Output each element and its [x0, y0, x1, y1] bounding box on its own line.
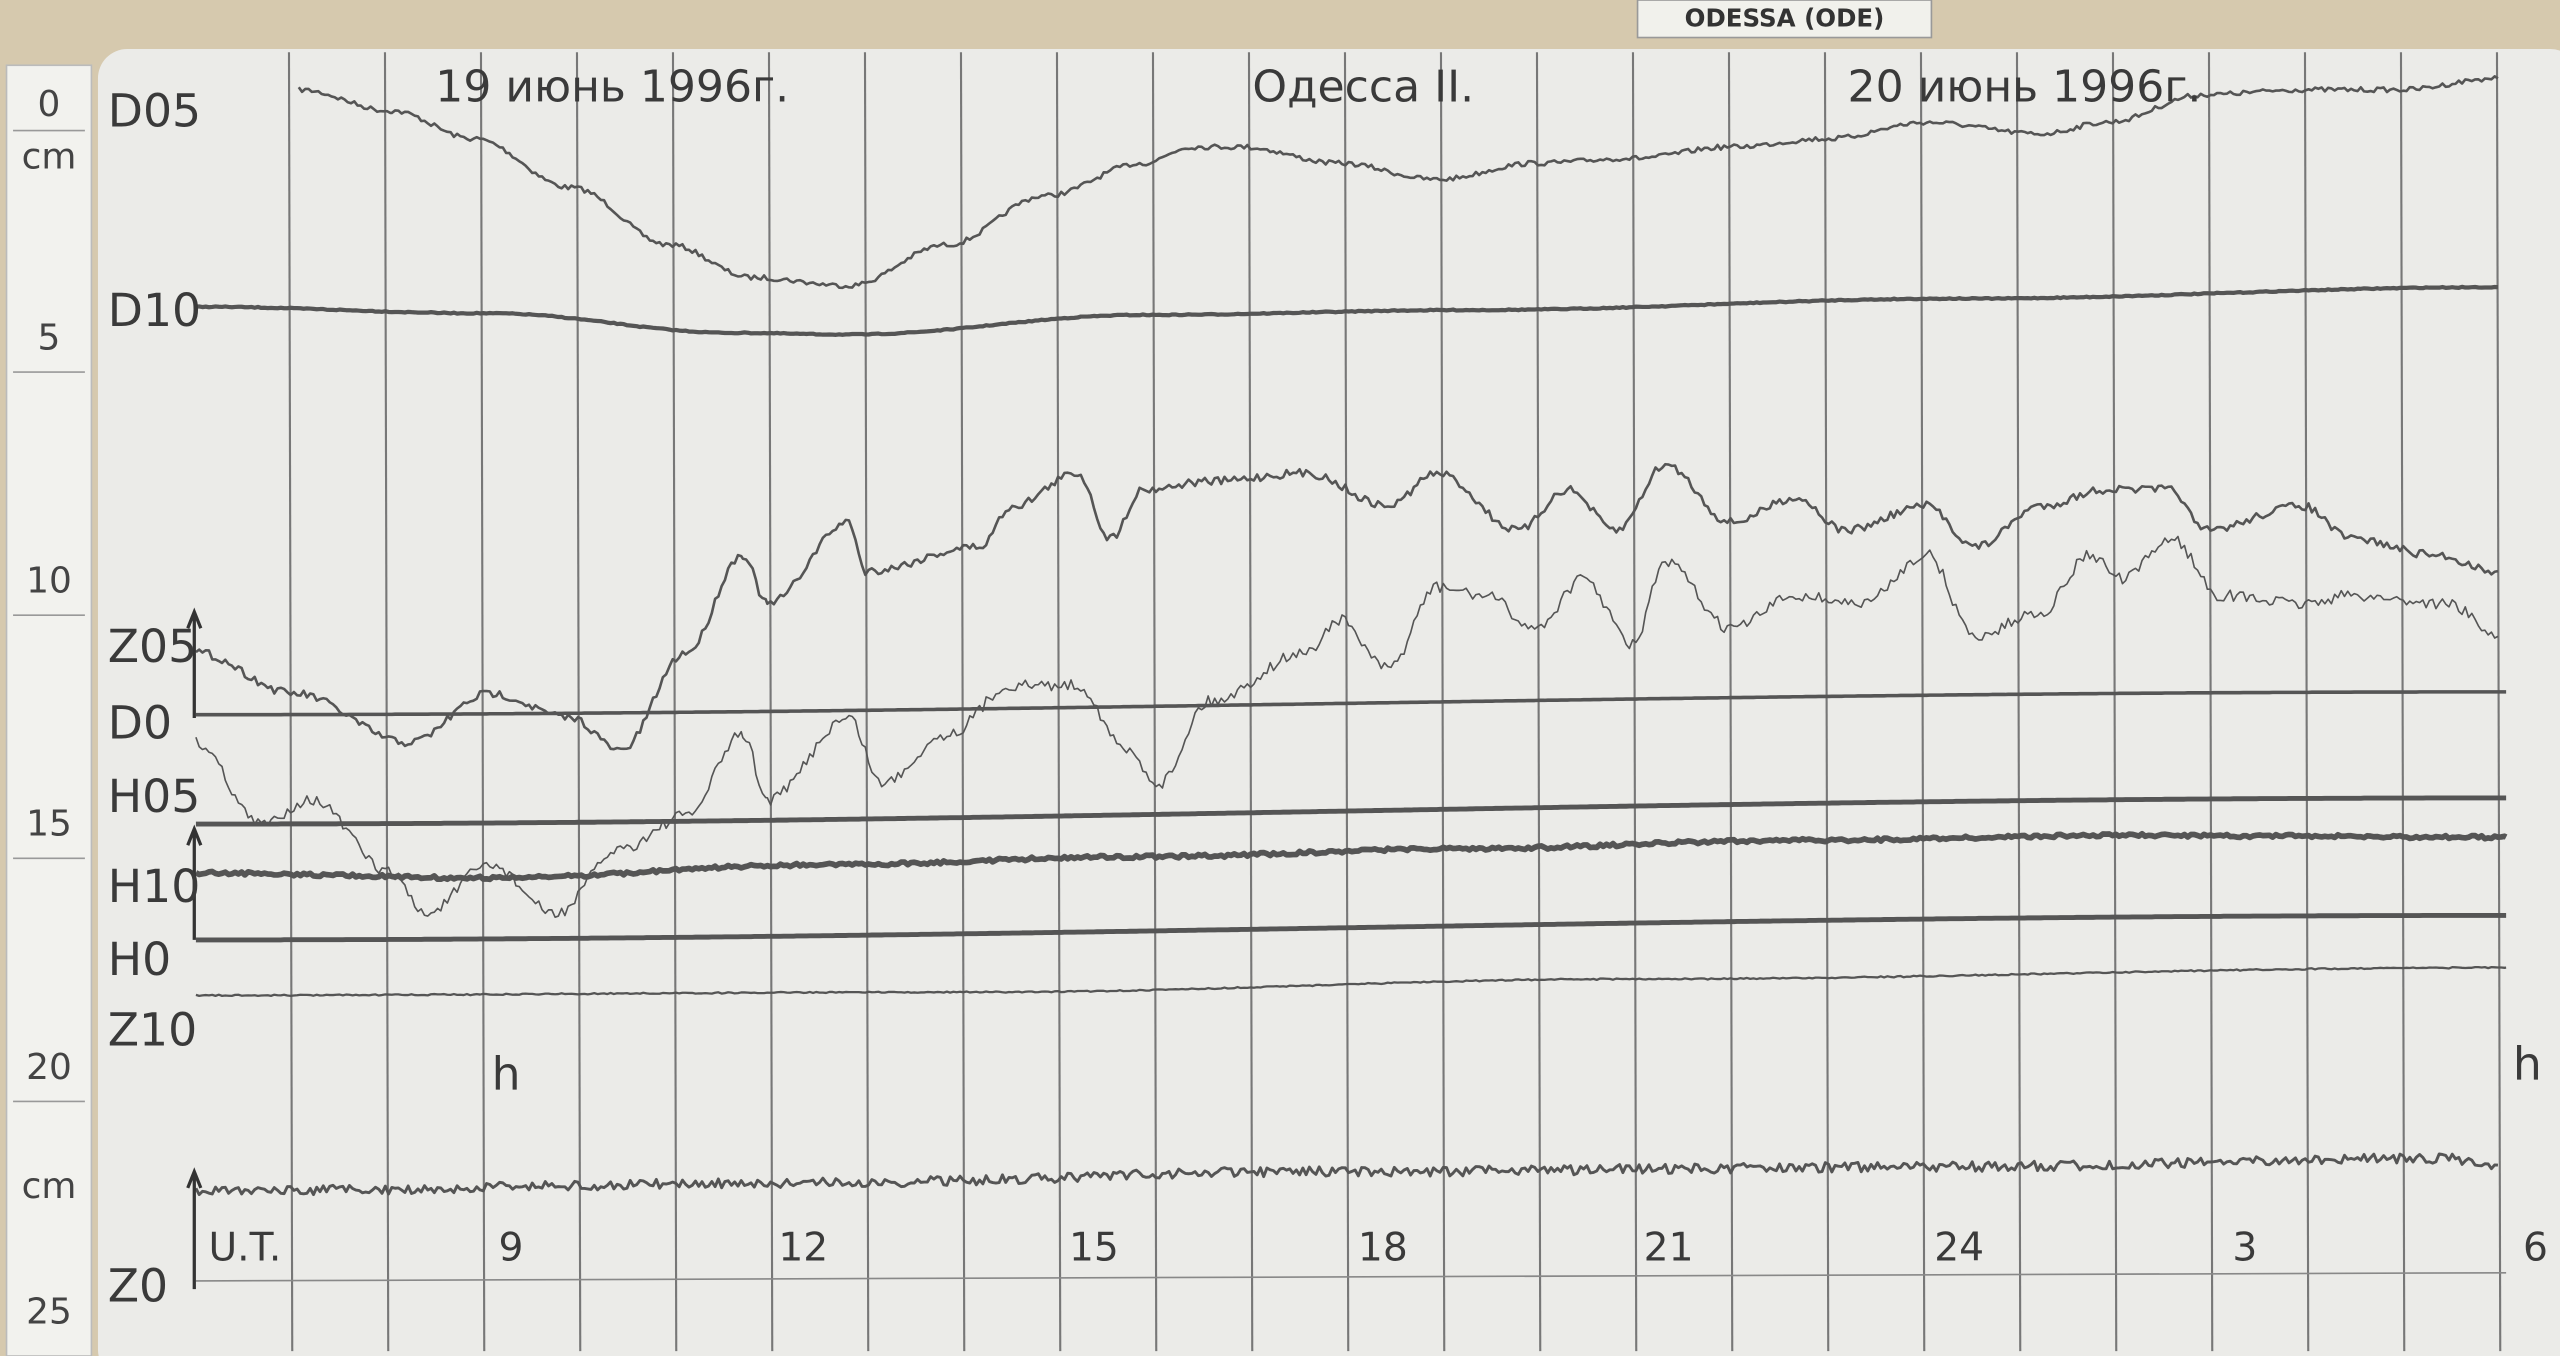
- grid-line: [1055, 52, 1062, 1352]
- ruler-label: 10: [26, 561, 72, 602]
- traces: [194, 75, 2508, 1197]
- ruler-label: 15: [26, 804, 72, 845]
- trace: [297, 75, 2499, 290]
- grid-line: [2015, 52, 2022, 1352]
- trace: [195, 690, 2507, 717]
- trace-label: H05: [108, 770, 201, 823]
- grid-line: [1247, 52, 1254, 1352]
- hour-label: 18: [1358, 1225, 1408, 1270]
- trace: [194, 830, 2508, 883]
- trace-labels: D05 D10 Z05 D0 H05 H10 H0 Z10 Z0: [108, 85, 201, 1313]
- trace: [195, 284, 2499, 337]
- grid-line: [1151, 52, 1158, 1352]
- station-plate: [1636, 0, 1933, 39]
- trace: [195, 966, 2507, 998]
- trace: [194, 1152, 2499, 1197]
- trace-label: Z10: [108, 1003, 197, 1056]
- hour-label: 21: [1644, 1225, 1694, 1270]
- trace-label: Z05: [108, 620, 197, 673]
- trace: [195, 462, 2499, 751]
- grid-line: [1919, 52, 1926, 1352]
- grid-line: [959, 52, 966, 1352]
- ruler-label: 5: [38, 317, 61, 358]
- ruler-label: cm: [22, 136, 77, 177]
- grid-line: [479, 52, 486, 1352]
- date-right: 20 июнь 1996г.: [1848, 62, 2202, 113]
- grid-line: [2303, 52, 2310, 1352]
- hour-label: U.T.: [208, 1225, 281, 1270]
- grid-line: [383, 52, 390, 1352]
- trace: [195, 795, 2507, 827]
- trace-label: Z0: [108, 1260, 168, 1313]
- ruler-label: 25: [26, 1292, 72, 1333]
- axis-arrows: [186, 607, 203, 1290]
- hour-mark: h: [2513, 1038, 2542, 1091]
- hour-label: 15: [1069, 1225, 1119, 1270]
- grid-line: [863, 52, 870, 1352]
- hour-labels: U.T. 9 12 15 18 21 24 3 6: [208, 1225, 2548, 1270]
- grid-line: [671, 52, 678, 1352]
- trace-label: H0: [108, 933, 171, 986]
- ruler-label: cm: [22, 1166, 77, 1207]
- trace: [195, 535, 2499, 919]
- grid-line: [287, 52, 294, 1352]
- grid: [195, 52, 2507, 1352]
- grid-line: [2495, 52, 2502, 1352]
- grid-line: [1727, 52, 1734, 1352]
- grid-line: [2111, 52, 2118, 1352]
- grid-line: [195, 1271, 2507, 1282]
- ruler-label: 0: [38, 84, 61, 125]
- ruler-label: 20: [26, 1047, 72, 1088]
- date-left: 19 июнь 1996г.: [435, 62, 789, 113]
- grid-line: [1823, 52, 1830, 1352]
- grid-line: [2399, 52, 2406, 1352]
- ruler-labels: 0 cm 5 10 15 20 cm 25: [13, 84, 85, 1333]
- station-label: ODESSA (ODE): [1685, 4, 1885, 33]
- hour-label: 9: [499, 1225, 524, 1270]
- trace: [195, 912, 2507, 943]
- hour-label: 3: [2232, 1225, 2257, 1270]
- trace-label: D0: [108, 697, 172, 750]
- grid-line: [767, 52, 774, 1352]
- station-title: Одесса II.: [1252, 62, 1474, 113]
- hour-mark: h: [492, 1047, 521, 1100]
- hour-label: 24: [1934, 1225, 1984, 1270]
- grid-line: [2207, 52, 2214, 1352]
- trace-label: D10: [108, 284, 201, 337]
- hour-label: 12: [778, 1225, 828, 1270]
- trace-label: D05: [108, 85, 201, 138]
- ruler: [5, 64, 93, 1356]
- trace-label: H10: [108, 860, 201, 913]
- grid-line: [575, 52, 582, 1352]
- grid-line: [1631, 52, 1638, 1352]
- hour-label: 6: [2523, 1225, 2548, 1270]
